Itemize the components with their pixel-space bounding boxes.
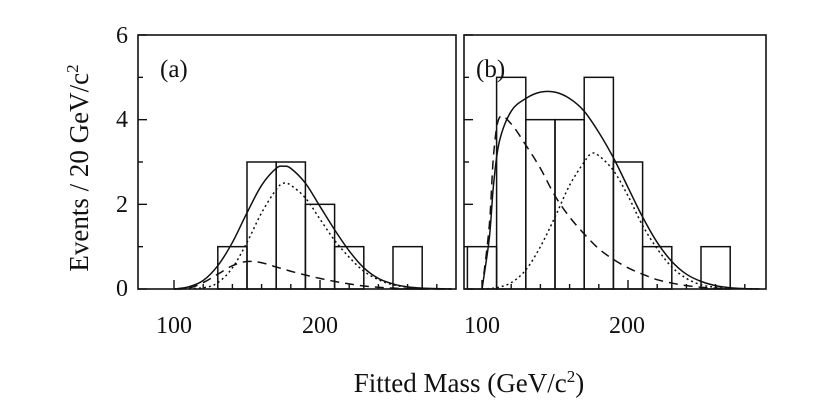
histogram-bin — [641, 245, 673, 290]
histogram-bin — [583, 76, 615, 290]
panel-b-label: (b) — [476, 56, 505, 83]
histogram-bin — [246, 161, 277, 290]
y-axis-title-superscript: 2 — [63, 64, 82, 73]
x-axis-title-superscript: 2 — [567, 367, 576, 386]
histogram-bin — [392, 245, 423, 290]
histogram-bin — [612, 161, 644, 290]
x-tick-label: 200 — [609, 313, 645, 339]
total-fit-curve — [173, 165, 452, 290]
panel-a-curves — [173, 165, 452, 290]
histogram-bin — [554, 118, 585, 290]
signal-curve — [173, 182, 452, 290]
background-curve — [481, 115, 760, 290]
panel-a-label: (a) — [160, 56, 188, 83]
x-tick-label: 100 — [464, 313, 500, 339]
x-axis-title: Fitted Mass (GeV/c2) — [354, 367, 584, 398]
y-axis-title: Events / 20 GeV/c2 — [63, 64, 94, 271]
signal-curve — [481, 152, 760, 290]
background-curve — [173, 260, 452, 290]
y-tick-label: 6 — [116, 23, 128, 49]
histogram-bin — [525, 118, 556, 290]
histogram-bin — [304, 203, 336, 290]
histogram-bin — [495, 76, 527, 290]
y-tick-label: 2 — [116, 192, 128, 218]
y-tick-labels: 0 2 4 6 — [116, 23, 128, 302]
panel-a: (a) 100 200 — [137, 34, 457, 339]
x-tick-label: 200 — [302, 313, 338, 339]
panel-b-histogram — [466, 76, 731, 290]
histogram-bin — [275, 161, 307, 290]
y-tick-label: 0 — [116, 276, 128, 302]
panel-b-curves — [481, 90, 760, 290]
y-tick-label: 4 — [116, 107, 128, 133]
panel-b: (b) 100 200 — [463, 34, 767, 339]
panel-a-histogram — [217, 161, 423, 290]
total-fit-curve — [481, 90, 760, 290]
histogram-bin — [700, 245, 731, 290]
x-tick-label: 100 — [156, 313, 192, 339]
panel-b-ticks — [464, 34, 746, 290]
